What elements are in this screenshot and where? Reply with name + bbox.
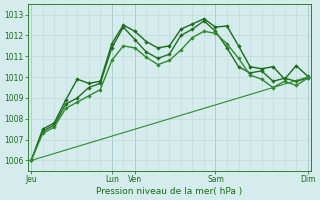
X-axis label: Pression niveau de la mer( hPa ): Pression niveau de la mer( hPa ) [96,187,243,196]
